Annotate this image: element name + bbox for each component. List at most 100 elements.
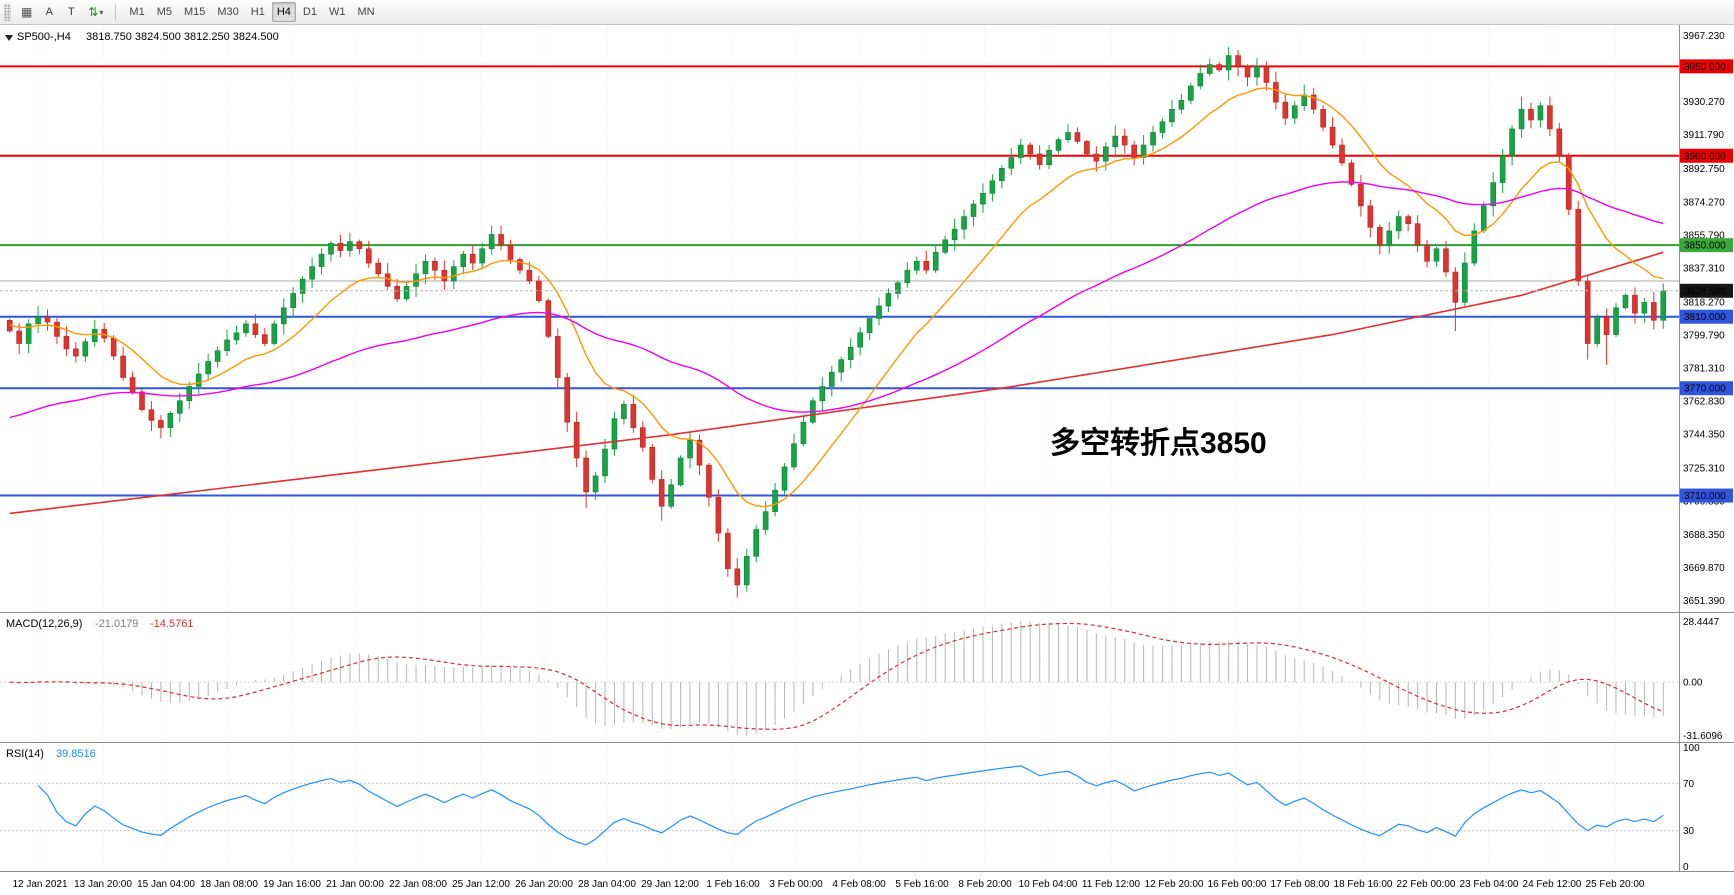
date-label[interactable]: 18 Jan 08:00 <box>200 879 258 890</box>
timeframe-button-m1[interactable]: M1 <box>124 2 149 22</box>
candle-body <box>970 203 977 217</box>
candle-body <box>16 330 22 344</box>
date-label[interactable]: 8 Feb 20:00 <box>958 879 1012 890</box>
timeframe-button-d1[interactable]: D1 <box>298 2 322 22</box>
toolbar-drag-handle[interactable] <box>4 3 11 21</box>
candle-body <box>1017 144 1024 158</box>
candle-body <box>1528 108 1534 121</box>
date-label[interactable]: 16 Feb 00:00 <box>1208 879 1267 890</box>
price-level-badge <box>1680 488 1733 503</box>
candle-body <box>186 386 193 402</box>
date-label[interactable]: 29 Jan 12:00 <box>641 879 699 890</box>
candle-body <box>791 443 797 468</box>
date-label[interactable]: 12 Jan 2021 <box>12 879 67 890</box>
macd-scale-label: -31.6096 <box>1683 731 1723 742</box>
ema-fast-line <box>9 87 1664 508</box>
date-label[interactable]: 23 Feb 04:00 <box>1460 879 1519 890</box>
date-label[interactable]: 13 Jan 20:00 <box>74 879 132 890</box>
timeframe-button-m30[interactable]: M30 <box>212 2 243 22</box>
candle-body <box>1490 182 1496 207</box>
candle-body <box>214 350 221 362</box>
candle-body <box>866 318 873 334</box>
date-label[interactable]: 1 Feb 16:00 <box>706 879 760 890</box>
candle-body <box>1291 105 1298 119</box>
candle-body <box>904 269 911 284</box>
cursor-tool-a-button[interactable]: A <box>39 2 59 22</box>
timeframe-button-h4[interactable]: H4 <box>271 2 296 22</box>
date-label[interactable]: 22 Jan 08:00 <box>389 879 447 890</box>
timeframe-button-w1[interactable]: W1 <box>324 2 351 22</box>
candle-body <box>1197 73 1204 87</box>
date-label[interactable]: 18 Feb 16:00 <box>1334 879 1393 890</box>
candle-body <box>980 193 986 205</box>
tool-a-label: A <box>45 6 54 18</box>
chart-annotation-text[interactable]: 多空转折点3850 <box>1050 427 1267 460</box>
date-label[interactable]: 25 Feb 20:00 <box>1586 879 1645 890</box>
candle-body <box>1206 64 1213 74</box>
candle-body <box>299 278 306 294</box>
date-label[interactable]: 24 Feb 12:00 <box>1523 879 1582 890</box>
date-label[interactable]: 21 Jan 00:00 <box>326 879 384 890</box>
ema-mid-line <box>9 181 1664 419</box>
timeframe-button-m15[interactable]: M15 <box>179 2 210 22</box>
candle-body <box>1547 105 1553 130</box>
price-level-badge-label: 3710.000 <box>1684 491 1726 502</box>
cycle-arrows-icon: ⇅ <box>88 5 99 19</box>
period-cycle-button[interactable]: ⇅ ▾ <box>83 2 108 22</box>
date-label[interactable]: 28 Jan 04:00 <box>578 879 636 890</box>
candle-body <box>1565 155 1572 210</box>
date-label[interactable]: 10 Feb 04:00 <box>1019 879 1078 890</box>
candle-body <box>507 244 514 260</box>
timeframe-button-group: M1 M5 M15 M30 H1 H4 D1 W1 MN <box>123 2 380 22</box>
candle-body <box>347 241 353 251</box>
candle-body <box>1131 144 1137 158</box>
chart-generated-layer: 3967.2303948.7503930.2703911.7903892.750… <box>0 25 1734 890</box>
date-label[interactable]: 12 Feb 20:00 <box>1145 879 1204 890</box>
date-label[interactable]: 25 Jan 12:00 <box>452 879 510 890</box>
macd-header-label: MACD(12,26,9) <box>6 618 82 630</box>
candle-body <box>800 421 807 444</box>
candle-body <box>1651 302 1657 321</box>
text-tool-button[interactable]: T <box>61 2 81 22</box>
candle-body <box>54 321 60 337</box>
timeframe-button-h1[interactable]: H1 <box>246 2 270 22</box>
candle-body <box>365 248 372 264</box>
candle-body <box>252 323 259 335</box>
candle-body <box>1254 66 1260 78</box>
candle-body <box>356 241 363 250</box>
candle-body <box>1613 307 1619 335</box>
timeframe-button-m5[interactable]: M5 <box>152 2 177 22</box>
candle-body <box>233 332 240 341</box>
candle-body <box>573 421 580 459</box>
candle-body <box>1320 108 1326 128</box>
candle-body <box>148 409 155 421</box>
date-label[interactable]: 5 Feb 16:00 <box>895 879 949 890</box>
candle-body <box>1424 244 1430 262</box>
grid-toggle-button[interactable]: ▦ <box>16 2 37 22</box>
date-label[interactable]: 11 Feb 12:00 <box>1082 879 1141 890</box>
date-label[interactable]: 3 Feb 00:00 <box>769 879 823 890</box>
date-label[interactable]: 17 Feb 08:00 <box>1271 879 1330 890</box>
candle-body <box>914 260 920 271</box>
candle-body <box>1377 226 1383 246</box>
candle-body <box>1405 216 1411 225</box>
date-label[interactable]: 4 Feb 08:00 <box>832 879 886 890</box>
date-label[interactable]: 15 Jan 04:00 <box>137 879 195 890</box>
candle-body <box>1102 146 1109 162</box>
timeframe-button-mn[interactable]: MN <box>352 2 379 22</box>
date-label[interactable]: 26 Jan 20:00 <box>515 879 573 890</box>
candle-body <box>1443 248 1449 273</box>
candle-body <box>139 391 145 411</box>
price-scale-label: 3892.750 <box>1683 164 1725 175</box>
symbol-dropdown-icon[interactable] <box>5 35 13 41</box>
price-scale-label: 3837.310 <box>1683 263 1725 274</box>
candle-body <box>1518 108 1525 130</box>
date-label[interactable]: 19 Jan 16:00 <box>263 879 321 890</box>
date-label[interactable]: 22 Feb 00:00 <box>1397 879 1456 890</box>
candle-body <box>1329 126 1336 146</box>
candle-body <box>1480 205 1487 232</box>
chart-canvas[interactable]: 3967.2303948.7503930.2703911.7903892.750… <box>0 25 1734 895</box>
candle-body <box>876 305 882 319</box>
candle-body <box>687 439 693 459</box>
candle-body <box>1395 216 1402 232</box>
